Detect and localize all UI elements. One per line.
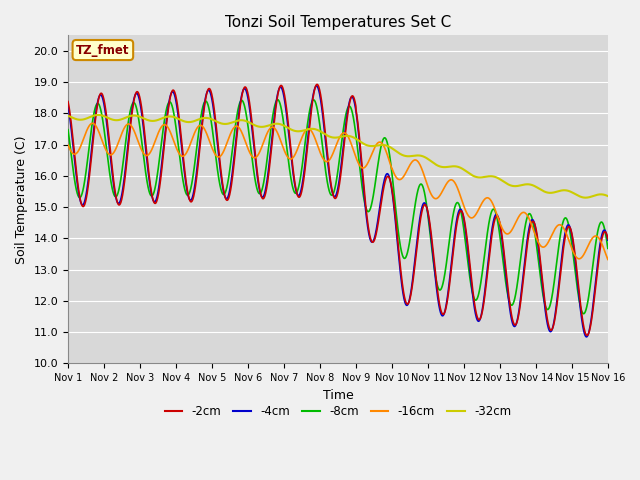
Title: Tonzi Soil Temperatures Set C: Tonzi Soil Temperatures Set C <box>225 15 451 30</box>
Y-axis label: Soil Temperature (C): Soil Temperature (C) <box>15 135 28 264</box>
Text: TZ_fmet: TZ_fmet <box>76 44 130 57</box>
Legend: -2cm, -4cm, -8cm, -16cm, -32cm: -2cm, -4cm, -8cm, -16cm, -32cm <box>160 401 516 423</box>
X-axis label: Time: Time <box>323 389 353 402</box>
